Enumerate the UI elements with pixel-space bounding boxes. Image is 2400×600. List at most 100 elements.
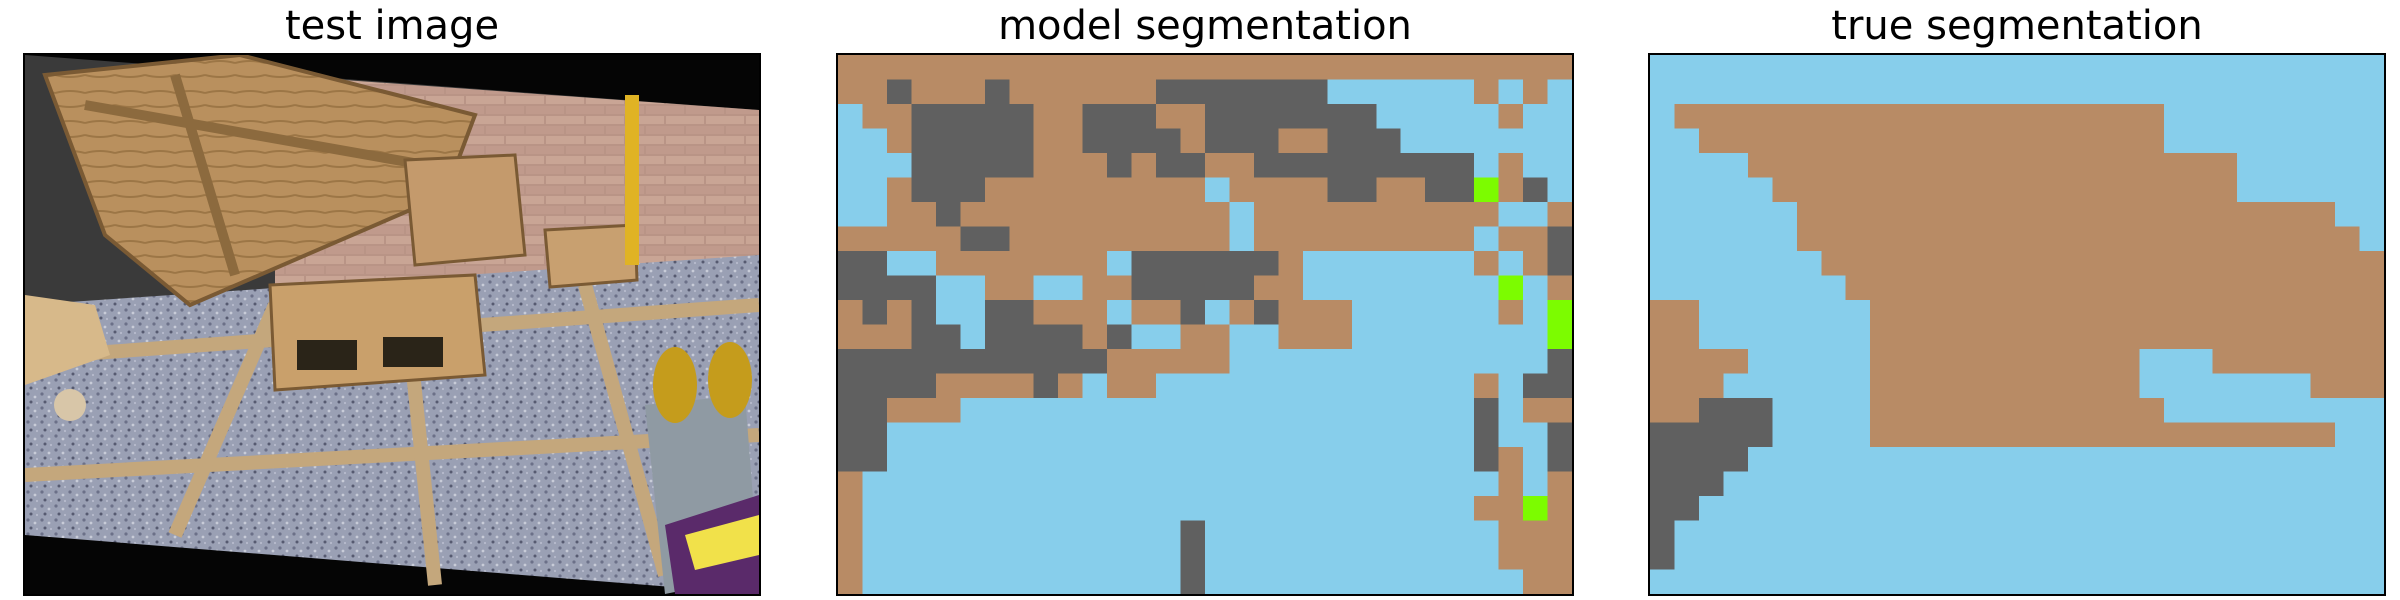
segmentation-cell: [2139, 128, 2165, 154]
segmentation-cell: [2359, 251, 2384, 277]
segmentation-cell: [1498, 520, 1524, 546]
segmentation-cell: [1845, 520, 1871, 546]
segmentation-cell: [984, 153, 1010, 179]
segmentation-cell: [1033, 202, 1059, 228]
segmentation-cell: [984, 349, 1010, 375]
segmentation-cell: [1449, 251, 1475, 277]
segmentation-cell: [2261, 447, 2287, 473]
segmentation-cell: [1992, 226, 2018, 252]
segmentation-cell: [2041, 251, 2067, 277]
segmentation-cell: [1943, 177, 1969, 203]
segmentation-cell: [1327, 447, 1353, 473]
segmentation-cell: [862, 275, 888, 301]
segmentation-cell: [935, 447, 961, 473]
segmentation-cell: [1107, 373, 1133, 399]
segmentation-cell: [1180, 471, 1206, 497]
segmentation-cell: [1894, 79, 1920, 105]
segmentation-cell: [1082, 373, 1108, 399]
segmentation-cell: [2090, 373, 2116, 399]
segmentation-cell: [1650, 373, 1676, 399]
segmentation-cell: [2310, 545, 2336, 571]
segmentation-cell: [2212, 520, 2238, 546]
segmentation-cell: [1674, 447, 1700, 473]
segmentation-cell: [1992, 422, 2018, 448]
segmentation-cell: [1821, 202, 1847, 228]
segmentation-cell: [1253, 422, 1279, 448]
segmentation-cell: [1674, 202, 1700, 228]
segmentation-cell: [960, 226, 986, 252]
segmentation-cell: [1376, 55, 1402, 81]
segmentation-cell: [1058, 471, 1084, 497]
segmentation-cell: [1894, 545, 1920, 571]
segmentation-cell: [1894, 447, 1920, 473]
segmentation-cell: [1698, 373, 1724, 399]
segmentation-cell: [2335, 300, 2361, 326]
segmentation-cell: [1943, 569, 1969, 594]
segmentation-cell: [1747, 104, 1773, 130]
segmentation-cell: [1992, 300, 2018, 326]
segmentation-cell: [1723, 373, 1749, 399]
segmentation-cell: [1968, 153, 1994, 179]
segmentation-cell: [960, 545, 986, 571]
segmentation-cell: [1968, 79, 1994, 105]
segmentation-cell: [960, 79, 986, 105]
segmentation-cell: [1870, 300, 1896, 326]
segmentation-cell: [1278, 422, 1304, 448]
segmentation-cell: [862, 251, 888, 277]
segmentation-cell: [1009, 202, 1035, 228]
segmentation-cell: [2237, 545, 2263, 571]
segmentation-cell: [838, 569, 864, 594]
segmentation-cell: [1302, 128, 1328, 154]
segmentation-cell: [1943, 373, 1969, 399]
segmentation-cell: [1723, 349, 1749, 375]
segmentation-cell: [960, 104, 986, 130]
segmentation-cell: [838, 349, 864, 375]
segmentation-cell: [2114, 128, 2140, 154]
segmentation-cell: [838, 128, 864, 154]
segmentation-cell: [2188, 373, 2214, 399]
segmentation-cell: [1425, 226, 1451, 252]
segmentation-cell: [2090, 104, 2116, 130]
segmentation-cell: [1425, 275, 1451, 301]
segmentation-cell: [1131, 447, 1157, 473]
segmentation-cell: [1698, 569, 1724, 594]
segmentation-cell: [1327, 349, 1353, 375]
segmentation-cell: [2286, 55, 2312, 81]
segmentation-cell: [1968, 177, 1994, 203]
segmentation-cell: [1747, 545, 1773, 571]
segmentation-cell: [1547, 471, 1572, 497]
segmentation-cell: [1870, 104, 1896, 130]
segmentation-cell: [1674, 104, 1700, 130]
segmentation-cell: [1894, 324, 1920, 350]
segmentation-cell: [2041, 373, 2067, 399]
segmentation-cell: [2139, 324, 2165, 350]
segmentation-cell: [911, 569, 937, 594]
segmentation-cell: [1772, 226, 1798, 252]
segmentation-cell: [1058, 153, 1084, 179]
segmentation-cell: [1400, 398, 1426, 424]
segmentation-cell: [862, 422, 888, 448]
segmentation-cell: [984, 496, 1010, 522]
segmentation-cell: [1449, 471, 1475, 497]
segmentation-cell: [1474, 55, 1500, 81]
segmentation-cell: [1992, 545, 2018, 571]
segmentation-cell: [1474, 520, 1500, 546]
segmentation-cell: [1449, 496, 1475, 522]
segmentation-cell: [2114, 177, 2140, 203]
segmentation-cell: [2310, 251, 2336, 277]
segmentation-cell: [1919, 545, 1945, 571]
segmentation-cell: [1351, 447, 1377, 473]
segmentation-cell: [1376, 202, 1402, 228]
segmentation-cell: [1845, 373, 1871, 399]
segmentation-cell: [1400, 520, 1426, 546]
segmentation-cell: [911, 471, 937, 497]
segmentation-cell: [1772, 79, 1798, 105]
segmentation-cell: [2090, 447, 2116, 473]
segmentation-cell: [1650, 496, 1676, 522]
segmentation-cell: [1351, 202, 1377, 228]
segmentation-cell: [1376, 128, 1402, 154]
segmentation-cell: [1674, 251, 1700, 277]
segmentation-cell: [1131, 226, 1157, 252]
segmentation-cell: [1523, 545, 1549, 571]
segmentation-cell: [984, 447, 1010, 473]
